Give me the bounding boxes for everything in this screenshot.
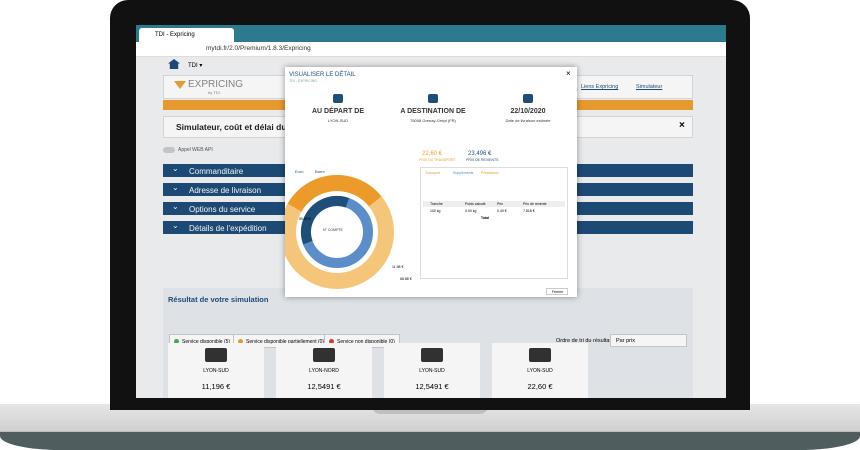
table-header: Prix bbox=[497, 202, 504, 206]
browser-tab[interactable]: TDI - Expricing bbox=[139, 28, 234, 42]
detail-tab[interactable]: Prestations bbox=[481, 171, 499, 175]
detail-tab[interactable]: Transport bbox=[425, 171, 440, 175]
address-bar bbox=[136, 42, 726, 57]
close-button[interactable]: Fermer bbox=[546, 288, 568, 295]
close-button[interactable]: × bbox=[679, 120, 685, 131]
price: 22,60 € bbox=[422, 151, 443, 157]
table-head bbox=[423, 201, 565, 207]
home-icon[interactable] bbox=[168, 59, 180, 69]
price-label: PRIX DE REVIENTS bbox=[466, 158, 499, 162]
info-icon bbox=[333, 94, 343, 103]
donut bbox=[285, 175, 395, 289]
modal-subtitle: TDI - EXPRICING bbox=[289, 79, 318, 83]
modal: VISUALISER LE DÉTAIL TDI - EXPRICING × A… bbox=[285, 67, 577, 297]
price-label: PRIX DU TRANSPORT bbox=[419, 158, 456, 162]
info-sub: LYON-SUD bbox=[327, 118, 349, 123]
card-price: 22,60 € bbox=[527, 382, 553, 391]
card-price: 12,5491 € bbox=[307, 382, 341, 391]
table-total: Total bbox=[481, 216, 490, 220]
card-name: LYON-SUD bbox=[419, 368, 445, 374]
nav-link[interactable]: Simulateur bbox=[636, 84, 663, 90]
table-cell: 7.818 € bbox=[523, 209, 535, 213]
toggle-label: Appel WEB API bbox=[178, 147, 213, 153]
sort-label: Ordre de tri du résultat bbox=[556, 338, 612, 344]
toggle[interactable] bbox=[163, 147, 175, 153]
info-sub: 75008 Grenay-Grépt (FR) bbox=[410, 118, 456, 123]
price: 23,496 € bbox=[468, 151, 492, 157]
sort-select[interactable]: Par prix bbox=[610, 334, 687, 347]
info-sub: Date de livraison estimée bbox=[505, 118, 551, 123]
detail-panel bbox=[420, 167, 568, 279]
tab-bar bbox=[136, 25, 726, 42]
modal-title: VISUALISER LE DÉTAIL bbox=[289, 72, 356, 78]
card-price: 11,196 € bbox=[201, 382, 231, 391]
url[interactable]: mytdi.fr/2.0/Premium/1.8.3/Expricing bbox=[206, 45, 311, 52]
card-name: LYON-NORD bbox=[309, 368, 339, 374]
screen: TDI - Expricing mytdi.fr/2.0/Premium/1.8… bbox=[136, 25, 726, 398]
truck-icon bbox=[313, 348, 335, 362]
account-menu[interactable]: TDI ▾ bbox=[188, 63, 203, 69]
donut-label: 68.88 € bbox=[400, 277, 412, 281]
table-header: Poids calculé bbox=[465, 202, 486, 206]
nav-link[interactable]: Liens Expricing bbox=[581, 84, 619, 90]
info-head: AU DÉPART DE bbox=[312, 108, 364, 115]
info-head: 22/10/2020 bbox=[510, 108, 546, 115]
chart-tab[interactable]: Barre bbox=[315, 169, 325, 174]
logo: EXPRICING bbox=[188, 79, 244, 90]
logo-sub: by TDI bbox=[208, 90, 220, 95]
table-header: Tranche bbox=[430, 202, 443, 206]
donut-label: 50.89 € bbox=[299, 217, 311, 221]
table-cell: 0.00 kg bbox=[465, 209, 477, 213]
info-icon bbox=[428, 94, 438, 103]
truck-icon bbox=[421, 348, 443, 362]
truck-icon bbox=[205, 348, 227, 362]
card-name: LYON-SUD bbox=[527, 368, 553, 374]
detail-tab[interactable]: Suppléments bbox=[453, 171, 474, 175]
table-cell: 100 kg bbox=[430, 209, 441, 213]
truck-icon bbox=[529, 348, 551, 362]
card-price: 12,5491 € bbox=[415, 382, 449, 391]
modal-close[interactable]: × bbox=[566, 69, 571, 78]
chart-tab[interactable]: Euro bbox=[295, 169, 304, 174]
table-header: Prix de revente bbox=[523, 202, 547, 206]
info-icon bbox=[523, 94, 533, 103]
table-cell: 0.40 € bbox=[497, 209, 507, 213]
donut-center: N° COMPTE bbox=[323, 228, 343, 232]
card-name: LYON-SUD bbox=[203, 368, 229, 374]
donut-label: 11.98 € bbox=[392, 265, 404, 269]
donut-outer-segment bbox=[285, 175, 395, 289]
info-head: A DESTINATION DE bbox=[400, 108, 466, 115]
page-title: Simulateur, coût et délai du tran bbox=[176, 122, 305, 132]
logo-mark bbox=[174, 81, 186, 89]
results-title: Résultat de votre simulation bbox=[168, 295, 269, 304]
